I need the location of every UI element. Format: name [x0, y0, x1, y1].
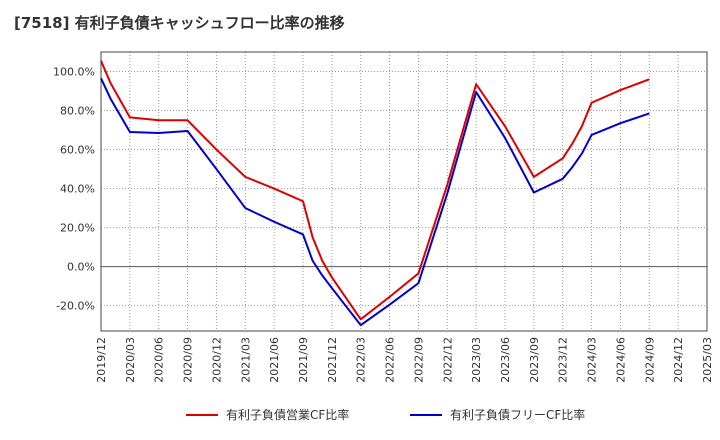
- series-line-2: [100, 77, 650, 327]
- y-tick-label: 80.0%: [60, 105, 95, 118]
- x-tick-label: 2024/12: [672, 337, 685, 383]
- y-tick-label: 60.0%: [60, 144, 95, 157]
- x-tick-label: 2023/09: [528, 337, 541, 383]
- chart-title: [7518] 有利子負債キャッシュフロー比率の推移: [14, 14, 345, 32]
- x-tick-label: 2025/03: [701, 337, 714, 383]
- x-tick-label: 2022/09: [412, 337, 425, 383]
- y-tick-label: 40.0%: [60, 183, 95, 196]
- x-tick-label: 2022/12: [441, 337, 454, 383]
- y-tick-label: -20.0%: [56, 300, 95, 313]
- x-tick-label: 2023/12: [557, 337, 570, 383]
- series-line-1: [100, 60, 650, 321]
- y-tick-label: 0.0%: [67, 261, 95, 274]
- x-tick-label: 2021/12: [326, 337, 339, 383]
- plot-frame: [100, 51, 708, 332]
- legend-label-1: 有利子負債営業CF比率: [226, 407, 349, 422]
- x-tick-label: 2019/12: [95, 337, 108, 383]
- x-tick-label: 2021/09: [297, 337, 310, 383]
- x-tick-label: 2024/09: [643, 337, 656, 383]
- x-tick-label: 2020/06: [153, 337, 166, 383]
- legend-label-2: 有利子負債フリーCF比率: [450, 407, 585, 422]
- y-tick-label: 20.0%: [60, 222, 95, 235]
- x-tick-label: 2022/06: [384, 337, 397, 383]
- x-tick-label: 2021/03: [239, 337, 252, 383]
- y-tick-label: 100.0%: [53, 66, 95, 79]
- x-tick-label: 2024/06: [614, 337, 627, 383]
- x-tick-label: 2020/03: [124, 337, 137, 383]
- plot-area: [101, 52, 707, 331]
- x-tick-label: 2020/12: [210, 337, 223, 383]
- x-tick-label: 2022/03: [355, 337, 368, 383]
- x-tick-label: 2023/06: [499, 337, 512, 383]
- x-tick-label: 2024/03: [586, 337, 599, 383]
- x-tick-label: 2023/03: [470, 337, 483, 383]
- x-tick-label: 2021/06: [268, 337, 281, 383]
- x-tick-label: 2020/09: [182, 337, 195, 383]
